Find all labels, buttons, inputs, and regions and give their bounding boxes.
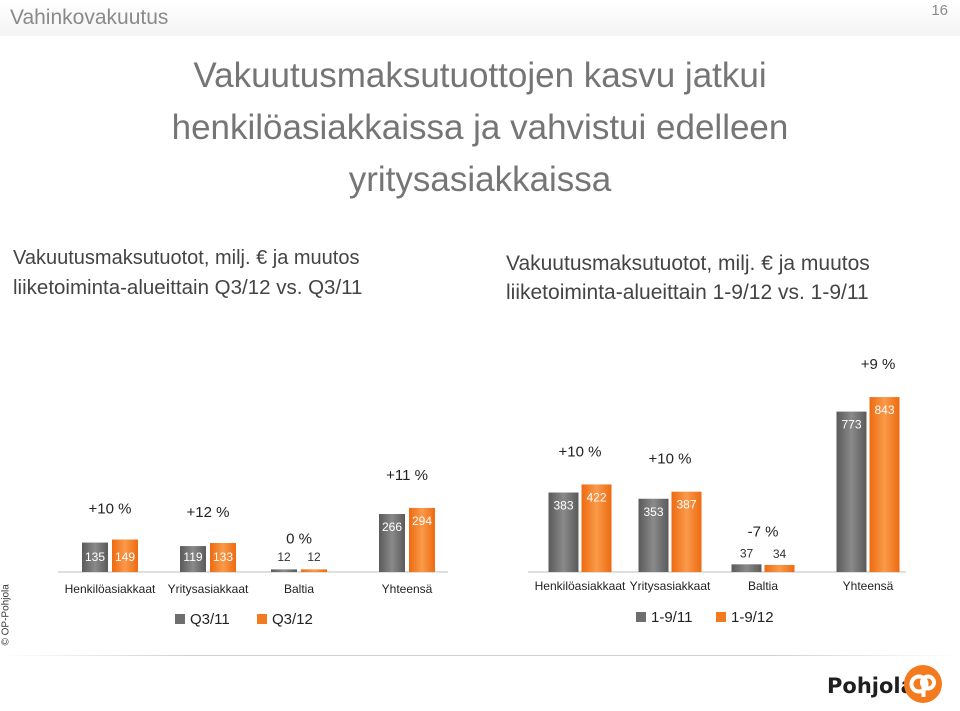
data-label: 843 xyxy=(874,403,894,417)
data-label: 12 xyxy=(277,550,291,564)
bar-previous-period xyxy=(731,564,762,572)
page-title-line: Vakuutusmaksutuottojen kasvu jatkui xyxy=(193,56,767,95)
category-label: Baltia xyxy=(284,582,314,596)
data-label: 383 xyxy=(553,499,573,513)
bar-previous-period xyxy=(82,542,108,572)
data-label: 133 xyxy=(213,550,233,564)
category-label: Henkilöasiakkaat xyxy=(535,579,626,593)
data-label: 773 xyxy=(841,418,861,432)
change-label: +9 % xyxy=(861,356,896,373)
subtitle-line: Vakuutusmaksutuotot, milj. € ja muutos xyxy=(13,247,360,269)
legend-swatch-previous xyxy=(175,614,185,624)
category-label: Yritysasiakkaat xyxy=(630,579,711,593)
data-label: 119 xyxy=(183,550,202,564)
data-label: 12 xyxy=(307,550,321,564)
bar-current-period xyxy=(581,484,612,572)
page-title-line: yritysasiakkaissa xyxy=(348,160,612,199)
bar-previous-period xyxy=(548,492,579,572)
change-label: +10 % xyxy=(89,501,132,518)
change-label: +10 % xyxy=(649,451,692,468)
bar-current-period xyxy=(869,397,900,572)
right-chart-subtitle: Vakuutusmaksutuotot, milj. € ja muutos l… xyxy=(506,249,870,307)
bar-current-period xyxy=(301,569,327,572)
footer-divider xyxy=(0,655,960,656)
legend-label: 1-9/12 xyxy=(731,609,774,626)
category-label: Yritysasiakkaat xyxy=(168,582,249,596)
subtitle-line: Vakuutusmaksutuotot, milj. € ja muutos xyxy=(506,252,870,275)
data-label: 422 xyxy=(586,490,606,504)
bar-previous-period xyxy=(271,569,297,572)
legend-swatch-current xyxy=(257,614,267,624)
legend-label: Q3/11 xyxy=(190,611,230,628)
bar-current-period xyxy=(764,564,795,572)
data-label: 387 xyxy=(676,498,696,512)
page-title-line: henkilöasiakkaissa ja vahvistui edelleen xyxy=(171,108,789,147)
change-label: +12 % xyxy=(187,504,230,521)
bar-current-period xyxy=(210,543,236,572)
category-label: Baltia xyxy=(748,579,778,593)
bar-previous-period xyxy=(638,498,669,572)
legend-swatch-previous xyxy=(636,612,646,622)
change-label: 0 % xyxy=(286,530,312,547)
change-label: -7 % xyxy=(748,523,779,540)
bar-previous-period xyxy=(379,514,405,572)
legend-swatch-current xyxy=(716,612,726,622)
bar-current-period xyxy=(112,539,138,572)
copyright-text: © OP-Pohjola xyxy=(0,584,12,646)
page-title: Vakuutusmaksutuottojen kasvu jatkui henk… xyxy=(0,50,960,206)
category-label: Yhteensä xyxy=(382,582,433,596)
data-label: 34 xyxy=(773,547,787,561)
bar-current-period xyxy=(671,491,702,572)
header-bar xyxy=(0,0,960,36)
subtitle-line: liiketoiminta-alueittain Q3/12 vs. Q3/11 xyxy=(13,276,363,299)
category-label: Henkilöasiakkaat xyxy=(65,582,156,596)
legend-label: Q3/12 xyxy=(272,611,313,628)
bar-current-period xyxy=(409,507,435,572)
change-label: +10 % xyxy=(559,443,602,460)
page-number: 16 xyxy=(931,2,948,19)
legend-label: 1-9/11 xyxy=(651,609,692,626)
brand-name: Pohjola xyxy=(827,674,915,698)
footer xyxy=(0,655,960,711)
op-logo-icon xyxy=(904,665,942,703)
data-label: 294 xyxy=(412,514,432,528)
data-label: 135 xyxy=(85,550,105,564)
bar-previous-period xyxy=(180,546,206,572)
left-chart-subtitle: Vakuutusmaksutuotot, milj. € ja muutos l… xyxy=(13,244,362,302)
subtitle-line: liiketoiminta-alueittain 1-9/12 vs. 1-9/… xyxy=(506,281,869,304)
data-label: 353 xyxy=(643,505,663,519)
change-label: +11 % xyxy=(386,467,428,484)
data-label: 266 xyxy=(382,520,402,534)
bar-previous-period xyxy=(836,411,867,572)
data-label: 37 xyxy=(740,546,754,560)
category-label: Yhteensä xyxy=(843,579,894,593)
data-label: 149 xyxy=(115,550,135,564)
section-title: Vahinkovakuutus xyxy=(10,6,169,29)
